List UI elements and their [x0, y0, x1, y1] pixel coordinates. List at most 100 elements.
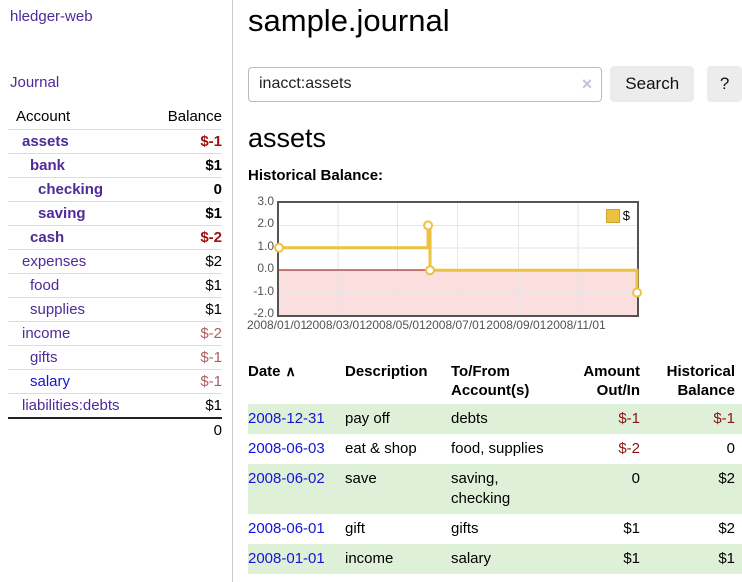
transactions-table: Date ∧ Description To/From Account(s) Amo…	[248, 358, 742, 574]
transaction-description-cell: eat & shop	[345, 440, 417, 457]
account-row: income $-2	[8, 321, 222, 346]
account-row: liabilities:debts $1	[8, 393, 222, 418]
transaction-date-cell: 2008-12-31	[248, 404, 345, 434]
account-row: supplies $1	[8, 297, 222, 322]
accounts-total-row: 0	[8, 417, 222, 442]
sidebar-account-link[interactable]: liabilities:debts	[22, 397, 120, 414]
accounts-table: Account Balance assets $-1 bank $1 checking 0…	[8, 105, 222, 442]
transaction-balance-cell: $2	[718, 520, 735, 537]
account-name-cell: income	[8, 321, 146, 346]
search-box: ×	[248, 66, 603, 102]
sidebar-account-link[interactable]: checking	[38, 181, 104, 198]
journal-link[interactable]: Journal	[10, 74, 60, 91]
sidebar-account-link[interactable]: food	[30, 277, 60, 294]
transaction-description-cell: income	[345, 550, 394, 567]
accounts-tbody: assets $-1 bank $1 checking 0 saving $1 cash $-2 e…	[8, 129, 222, 418]
account-balance: $1	[145, 201, 222, 226]
transaction-date-cell: 2008-06-03	[248, 434, 345, 464]
date-column-header[interactable]: Date ∧	[248, 363, 296, 380]
search-button[interactable]: Search	[610, 66, 695, 102]
sidebar-account-link[interactable]: supplies	[30, 301, 86, 318]
app-title-link[interactable]: hledger-web	[10, 8, 93, 25]
account-balance: $-1	[145, 369, 222, 394]
sidebar: hledger-web Journal Account Balance asse…	[0, 0, 233, 582]
transaction-date-link[interactable]: 2008-06-03	[248, 440, 325, 457]
transaction-balance-cell: $2	[718, 470, 735, 487]
help-button[interactable]: ?	[707, 66, 742, 102]
x-axis-tick-label: 2008/09/01	[486, 318, 547, 332]
account-row: cash $-2	[8, 225, 222, 250]
account-balance: $-2	[145, 321, 222, 346]
transaction-accounts-cell: food, supplies	[451, 440, 544, 457]
transaction-row: 2008-06-03 eat & shop food, supplies $-2 0	[248, 434, 742, 464]
x-axis-tick-label: 2008/11/01	[546, 318, 606, 332]
balance-chart[interactable]: $ 3.0 2.0 1.0 0.0 -1.0 -2.0 2008/01/01 2008/03/…	[246, 194, 742, 335]
main-content: sample.journal × Search ? assets Histori…	[246, 0, 742, 574]
transaction-row: 2008-06-01 gift gifts $1 $2	[248, 514, 742, 544]
accounts-column-header: To/From Account(s)	[451, 363, 530, 399]
accounts-total-balance: 0	[145, 417, 222, 442]
transaction-date-link[interactable]: 2008-06-01	[248, 520, 325, 537]
transactions-header-row: Date ∧ Description To/From Account(s) Amo…	[248, 358, 742, 404]
transaction-row: 2008-01-01 income salary $1 $1	[248, 544, 742, 574]
transaction-date-link[interactable]: 2008-12-31	[248, 410, 325, 427]
account-name-cell: saving	[8, 201, 146, 226]
chart-title: Historical Balance:	[248, 167, 384, 184]
sidebar-account-link[interactable]: expenses	[22, 253, 87, 270]
account-column-header: Account	[16, 108, 71, 125]
sort-asc-icon: ∧	[285, 363, 296, 379]
sidebar-account-link[interactable]: salary	[30, 373, 71, 390]
transaction-date-link[interactable]: 2008-06-02	[248, 470, 325, 487]
balance-column-header-txns: Historical Balance	[666, 363, 735, 399]
total-spacer	[8, 417, 146, 442]
sidebar-account-link[interactable]: cash	[30, 229, 65, 246]
sidebar-account-link[interactable]: assets	[22, 133, 69, 150]
account-balance: 0	[145, 177, 222, 202]
account-name-cell: expenses	[8, 249, 146, 274]
transaction-row: 2008-12-31 pay off debts $-1 $-1	[248, 404, 742, 434]
account-row: expenses $2	[8, 249, 222, 274]
account-balance: $-1	[145, 345, 222, 370]
transaction-accounts-cell: saving, checking	[451, 470, 511, 507]
sidebar-account-link[interactable]: gifts	[30, 349, 58, 366]
sidebar-account-link[interactable]: saving	[38, 205, 86, 222]
account-name-cell: liabilities:debts	[8, 393, 146, 418]
y-axis-tick-label: 1.0	[257, 238, 274, 253]
account-balance: $-2	[145, 225, 222, 250]
x-axis-tick-label: 2008/01/01	[246, 318, 308, 332]
transaction-date-cell: 2008-06-02	[248, 464, 345, 514]
amount-column-header: Amount Out/In	[583, 363, 640, 399]
account-balance: $1	[145, 393, 222, 418]
x-axis-tick-label: 2008/07/01	[425, 318, 486, 332]
transaction-amount-cell: $-2	[618, 440, 640, 457]
sidebar-account-link[interactable]: bank	[30, 157, 66, 174]
account-name-cell: bank	[8, 153, 146, 178]
clear-search-icon[interactable]: ×	[581, 74, 593, 94]
sidebar-account-link[interactable]: income	[22, 325, 71, 342]
account-balance: $2	[145, 249, 222, 274]
chart-legend: $	[603, 207, 632, 224]
chart-plot-area[interactable]: $	[274, 201, 642, 317]
legend-label: $	[622, 208, 630, 223]
transaction-balance-cell: 0	[726, 440, 735, 457]
chart-canvas	[274, 203, 642, 315]
account-heading: assets	[248, 123, 327, 153]
transaction-amount-cell: $1	[623, 520, 640, 537]
transaction-date-link[interactable]: 2008-01-01	[248, 550, 325, 567]
x-axis-tick-label: 2008/03/01	[305, 318, 366, 332]
account-name-cell: assets	[8, 129, 146, 154]
account-balance: $1	[145, 153, 222, 178]
transaction-balance-cell: $-1	[713, 410, 735, 427]
transaction-description-cell: gift	[345, 520, 366, 537]
transaction-accounts-cell: debts	[451, 410, 488, 427]
account-name-cell: checking	[8, 177, 146, 202]
account-row: assets $-1	[8, 129, 222, 154]
account-row: salary $-1	[8, 369, 222, 394]
transaction-description-cell: save	[345, 470, 377, 487]
account-name-cell: supplies	[8, 297, 146, 322]
search-input[interactable]	[249, 67, 602, 101]
x-axis-tick-label: 2008/05/01	[365, 318, 426, 332]
description-column-header: Description	[345, 363, 428, 380]
transaction-amount-cell: 0	[631, 470, 640, 487]
y-axis-tick-label: 0.0	[257, 261, 274, 276]
